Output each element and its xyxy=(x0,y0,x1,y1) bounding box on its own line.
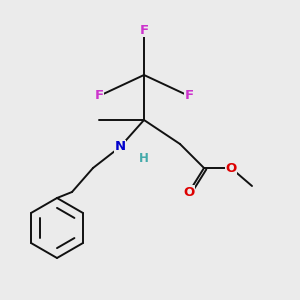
Text: O: O xyxy=(225,161,237,175)
Text: F: F xyxy=(184,89,194,103)
Text: F: F xyxy=(94,89,103,103)
Text: F: F xyxy=(140,23,148,37)
Text: H: H xyxy=(139,152,149,166)
Text: O: O xyxy=(183,185,195,199)
Text: N: N xyxy=(114,140,126,154)
